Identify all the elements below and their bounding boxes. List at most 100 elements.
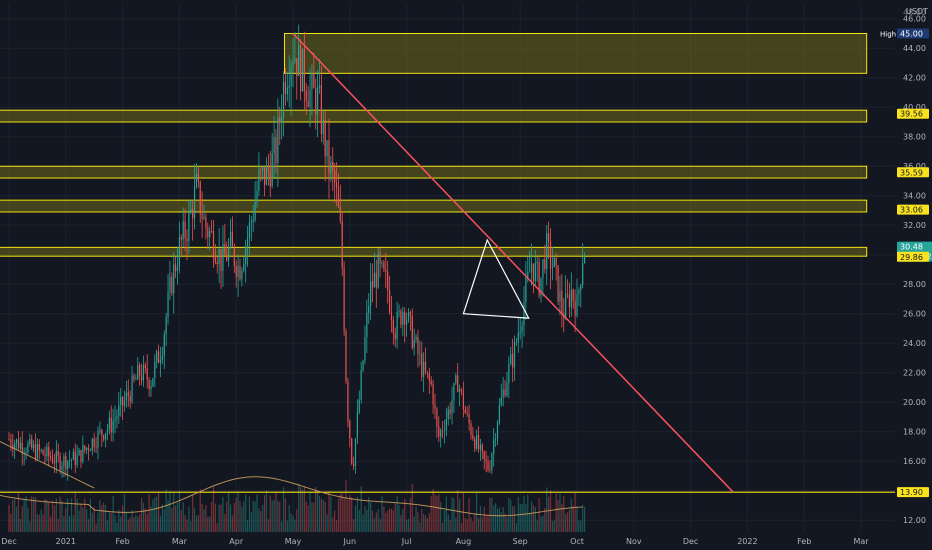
volume-bar	[248, 496, 251, 532]
volume-bar	[195, 515, 198, 532]
volume-bar	[275, 492, 277, 532]
volume-bar	[190, 521, 192, 532]
volume-bar	[455, 517, 457, 532]
candle-body	[354, 438, 357, 467]
candle-body	[72, 451, 74, 460]
volume-bar	[299, 486, 302, 532]
volume-bar	[474, 513, 476, 532]
volume-bar	[512, 506, 514, 532]
volume-bar	[362, 514, 364, 532]
drawings[interactable]	[292, 32, 734, 493]
volume-bar	[424, 515, 427, 532]
candle-body	[17, 439, 20, 449]
volume-bar	[169, 491, 171, 532]
price-axis[interactable]: 12.0014.0016.0018.0020.0022.0024.0026.00…	[895, 0, 932, 550]
candle-body	[201, 214, 203, 219]
candle-body	[50, 456, 52, 459]
candle-body	[237, 265, 239, 277]
candle-body	[31, 438, 33, 449]
volume-bar	[273, 499, 275, 532]
candle-body	[424, 361, 427, 372]
volume-bar	[220, 504, 222, 532]
volume-bar	[483, 506, 485, 532]
candle-body	[322, 119, 324, 134]
candle-body	[184, 221, 186, 239]
candle-body	[222, 243, 224, 271]
volume-bar	[572, 505, 574, 532]
candle-body	[568, 294, 571, 308]
time-axis[interactable]: Dec 2021 Feb Mar Apr May Jun Jul Aug Sep Oct Nov Dec…	[0, 532, 895, 550]
candle-body	[551, 266, 553, 268]
candle-body	[114, 418, 116, 422]
candle-body	[470, 423, 472, 435]
candle-body	[286, 87, 288, 95]
candle-body	[536, 261, 538, 264]
candle-body	[144, 365, 146, 369]
candle-body	[157, 351, 160, 363]
price-tick-label: 12.00	[903, 516, 926, 525]
volume-bar	[34, 497, 37, 532]
current-price-label: 30.48	[900, 243, 923, 252]
volume-bar	[574, 492, 576, 532]
candle-body	[407, 311, 410, 321]
volume-bar	[218, 504, 220, 532]
candle-body	[449, 409, 451, 414]
time-tick-label: Feb	[116, 537, 130, 546]
time-tick-label: May	[285, 537, 302, 546]
candle-body	[235, 265, 237, 277]
candle-body	[82, 445, 84, 462]
candle-body	[84, 445, 86, 450]
candle-body	[55, 450, 57, 463]
supply-zones[interactable]	[0, 32, 895, 493]
candle-body	[135, 379, 137, 381]
candle-body	[328, 140, 330, 174]
volume-bar	[72, 515, 74, 532]
candle-body	[292, 61, 294, 68]
volume-bar	[114, 515, 116, 532]
level-price-label: 39.56	[900, 110, 923, 119]
candle-body	[440, 430, 442, 437]
volume-bar	[23, 498, 25, 532]
volume-bar	[364, 506, 366, 532]
candle-body	[320, 85, 322, 134]
candle-body	[345, 331, 347, 382]
volume-bar	[440, 502, 442, 532]
volume-bar	[379, 518, 381, 532]
candle-body	[190, 208, 192, 213]
candle-body	[529, 271, 531, 273]
volume-bar	[254, 501, 256, 532]
candle-body	[57, 450, 59, 456]
volume-bar	[387, 510, 389, 532]
volume-bar	[237, 492, 239, 532]
volume-bar	[390, 508, 393, 532]
candle-body	[311, 73, 313, 90]
time-tick-label: Mar	[172, 537, 188, 546]
candle-body	[116, 416, 118, 419]
candle-body	[487, 461, 489, 471]
volume-bar	[80, 504, 82, 532]
price-tick-label: 42.00	[903, 74, 926, 83]
candle-body	[339, 207, 341, 222]
volume-bar	[214, 503, 216, 532]
candle-body	[265, 165, 268, 185]
candle-body	[532, 263, 535, 282]
candle-body	[498, 405, 500, 423]
candle-body	[349, 420, 351, 439]
volume-bar	[500, 512, 502, 532]
candle-body	[343, 268, 345, 332]
level-price-badge	[897, 108, 929, 119]
volume-bar	[243, 501, 245, 532]
volume-bar	[301, 489, 304, 532]
candle-body	[12, 444, 14, 450]
volume-bar	[21, 506, 23, 532]
volume-bar	[549, 490, 552, 532]
volume-bar	[453, 498, 455, 532]
candle-body	[275, 136, 277, 163]
volume-bar	[366, 509, 368, 532]
volume-bar	[426, 518, 429, 532]
volume-bar	[415, 506, 417, 532]
time-axis-background	[0, 532, 895, 550]
candle-body	[468, 413, 470, 424]
candle-body	[256, 190, 258, 203]
